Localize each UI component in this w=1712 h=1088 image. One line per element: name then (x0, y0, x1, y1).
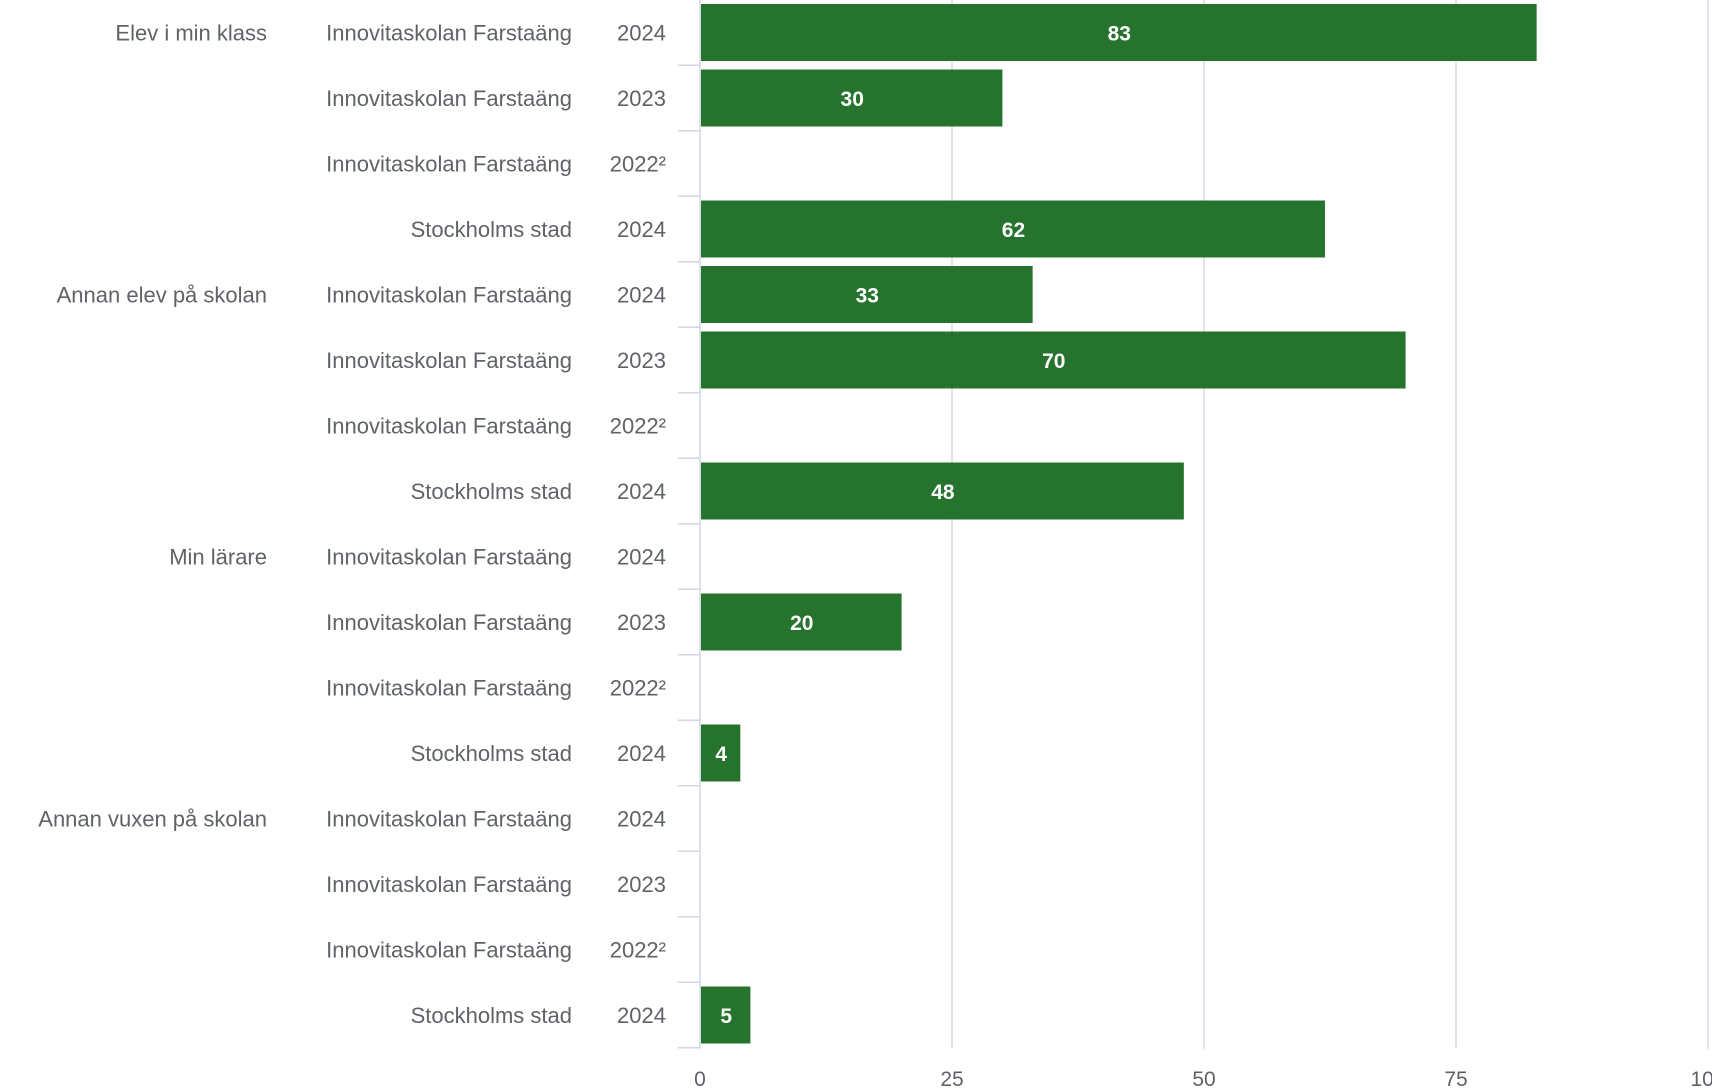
year-label: 2023 (617, 348, 666, 373)
category-label: Min lärare (169, 545, 267, 570)
bar (701, 331, 1406, 389)
bar-value-label: 70 (1042, 350, 1065, 373)
year-label: 2023 (617, 86, 666, 111)
unit-label: Innovitaskolan Farstaäng (326, 938, 572, 963)
bar (701, 462, 1184, 520)
unit-label: Innovitaskolan Farstaäng (326, 348, 572, 373)
bar (701, 986, 751, 1044)
unit-label: Innovitaskolan Farstaäng (326, 21, 572, 46)
year-label: 2024 (617, 741, 666, 766)
x-tick-label: 100 (1690, 1068, 1712, 1088)
bar (701, 724, 741, 782)
bar-value-label: 33 (856, 285, 879, 308)
unit-label: Stockholms stad (411, 217, 572, 242)
year-label: 2024 (617, 807, 666, 832)
year-label: 2024 (617, 217, 666, 242)
bar (701, 593, 902, 651)
category-label: Elev i min klass (115, 21, 267, 46)
x-tick-label: 0 (694, 1068, 706, 1088)
x-axis: 0 25 50 75 100 (678, 0, 1712, 1088)
category-label: Annan vuxen på skolan (38, 807, 267, 832)
category-label: Annan elev på skolan (57, 283, 267, 308)
bar-value-label: 62 (1002, 219, 1025, 242)
year-label: 2024 (617, 21, 666, 46)
bar-value-label: 4 (715, 743, 727, 766)
unit-label: Innovitaskolan Farstaäng (326, 86, 572, 111)
year-label: 2023 (617, 872, 666, 897)
grid-lines (951, 0, 1709, 1049)
bar (701, 266, 1033, 323)
row-labels: Elev i min klass Innovitaskolan Farstaäng… (38, 21, 666, 1029)
unit-label: Innovitaskolan Farstaäng (326, 610, 572, 635)
unit-label: Innovitaskolan Farstaäng (326, 807, 572, 832)
bar-value-label: 5 (720, 1005, 732, 1028)
x-tick-label: 25 (940, 1068, 963, 1088)
unit-label: Stockholms stad (411, 479, 572, 504)
bar-value-label: 20 (790, 612, 813, 635)
year-label: 2022² (610, 938, 666, 963)
unit-label: Stockholms stad (411, 1003, 572, 1028)
bars: 83 30 62 33 70 48 20 4 5 (701, 4, 1537, 1044)
unit-label: Innovitaskolan Farstaäng (326, 283, 572, 308)
bar-value-label: 30 (841, 88, 864, 111)
year-label: 2022² (610, 152, 666, 177)
year-label: 2023 (617, 610, 666, 635)
bar-value-label: 83 (1108, 23, 1131, 46)
year-label: 2024 (617, 545, 666, 570)
year-label: 2022² (610, 676, 666, 701)
unit-label: Innovitaskolan Farstaäng (326, 872, 572, 897)
unit-label: Innovitaskolan Farstaäng (326, 676, 572, 701)
x-tick-label: 75 (1444, 1068, 1467, 1088)
bar (701, 69, 1003, 127)
year-label: 2024 (617, 1003, 666, 1028)
bar-value-label: 48 (931, 481, 955, 504)
year-label: 2022² (610, 414, 666, 439)
unit-label: Innovitaskolan Farstaäng (326, 545, 572, 570)
unit-label: Innovitaskolan Farstaäng (326, 414, 572, 439)
x-tick-label: 50 (1192, 1068, 1215, 1088)
bar (701, 4, 1537, 61)
year-label: 2024 (617, 479, 666, 504)
bar (701, 200, 1325, 258)
unit-label: Innovitaskolan Farstaäng (326, 152, 572, 177)
year-label: 2024 (617, 283, 666, 308)
unit-label: Stockholms stad (411, 741, 572, 766)
